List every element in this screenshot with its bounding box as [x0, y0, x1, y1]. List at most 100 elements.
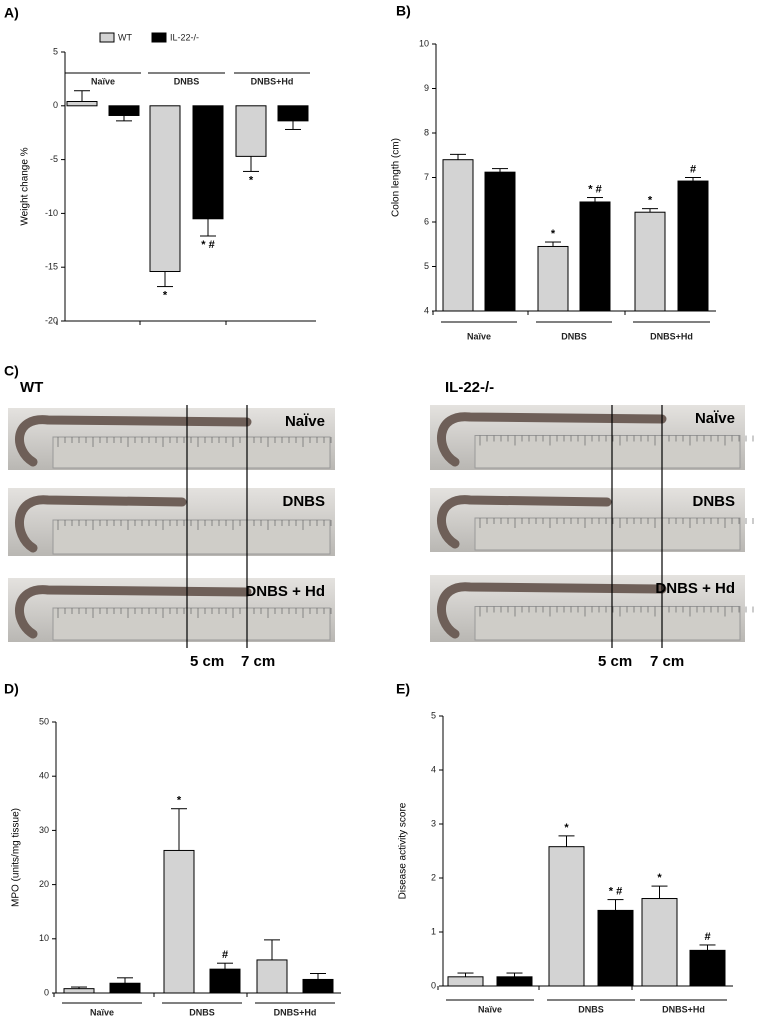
- y-tick-label: 3: [431, 818, 436, 828]
- x-tick-label: Naïve: [90, 1007, 114, 1017]
- group-title: WT: [20, 379, 43, 396]
- marker-label: 5 cm: [190, 653, 224, 670]
- colon: [15, 495, 187, 553]
- panel-label: B): [396, 3, 411, 19]
- bar: [108, 105, 140, 116]
- bar: [537, 245, 569, 312]
- ruler: [52, 436, 331, 469]
- colon: [437, 495, 612, 549]
- bar: [192, 105, 224, 220]
- legend-swatch: [99, 32, 115, 43]
- legend-label: WT: [118, 32, 132, 42]
- error-bar: [264, 939, 280, 960]
- x-tick-label: DNBS+Hd: [662, 1004, 705, 1014]
- significance: *: [657, 872, 662, 884]
- error-bar: [74, 90, 90, 102]
- y-tick-label: -15: [45, 262, 58, 272]
- significance: * #: [609, 886, 622, 898]
- y-tick-label: 5: [53, 46, 58, 56]
- y-tick-label: 0: [44, 987, 49, 997]
- error-bar: [71, 986, 87, 989]
- y-tick-label: 5: [431, 710, 436, 720]
- error-bar: [699, 944, 716, 951]
- marker-label: 5 cm: [598, 653, 632, 670]
- error-bar: [685, 177, 701, 182]
- colon: [437, 412, 667, 467]
- error-bar: [450, 153, 466, 160]
- row-label: NaÏve: [695, 410, 735, 427]
- legend-swatch: [151, 32, 167, 43]
- x-tick-label: DNBS+Hd: [274, 1007, 317, 1017]
- bar: [277, 105, 309, 122]
- significance: *: [551, 228, 556, 240]
- bar: [597, 909, 634, 987]
- panel-label: E): [396, 681, 410, 697]
- error-bar: [217, 962, 233, 970]
- x-tick-label: Naïve: [467, 331, 491, 341]
- bar: [496, 976, 533, 987]
- x-tick-label: DNBS+Hd: [650, 331, 693, 341]
- bar: [689, 949, 726, 987]
- ruler: [52, 519, 331, 555]
- bar: [209, 968, 241, 994]
- ruler: [52, 607, 331, 641]
- bar: [256, 959, 288, 994]
- bar: [447, 976, 484, 987]
- row-label: DNBS + Hd: [655, 580, 735, 597]
- significance: *: [249, 174, 254, 186]
- bar: [63, 988, 95, 994]
- x-tick-label: DNBS: [561, 331, 587, 341]
- x-tick-label: DNBS: [174, 76, 200, 86]
- y-tick-label: 1: [431, 926, 436, 936]
- bar: [634, 211, 666, 312]
- error-bar: [243, 156, 259, 172]
- error-bar: [607, 899, 624, 911]
- y-tick-label: 50: [39, 716, 49, 726]
- y-tick-label: 40: [39, 771, 49, 781]
- error-bar: [506, 972, 523, 977]
- error-bar: [651, 885, 668, 899]
- significance: #: [704, 931, 710, 943]
- y-axis-label: Disease activity score: [398, 802, 409, 899]
- error-bar: [200, 218, 216, 237]
- group-title: IL-22-/-: [445, 379, 494, 396]
- error-bar: [558, 835, 575, 847]
- error-bar: [157, 271, 173, 288]
- y-tick-label: 7: [424, 172, 429, 182]
- row-label: DNBS: [692, 493, 735, 510]
- ruler: [474, 517, 741, 551]
- error-bar: [117, 977, 133, 984]
- y-tick-label: 10: [419, 38, 429, 48]
- y-tick-label: 4: [431, 764, 436, 774]
- error-bar: [171, 808, 187, 851]
- y-tick-label: -20: [45, 315, 58, 325]
- y-axis-label: MPO (units/mg tissue): [11, 808, 22, 907]
- y-tick-label: 0: [431, 980, 436, 990]
- bar: [442, 159, 474, 312]
- error-bar: [587, 197, 603, 202]
- y-tick-label: 8: [424, 127, 429, 137]
- x-tick-label: DNBS: [578, 1004, 604, 1014]
- significance: #: [222, 949, 228, 961]
- bar: [579, 201, 611, 312]
- panel-label: D): [4, 681, 19, 697]
- y-tick-label: 20: [39, 879, 49, 889]
- significance: *: [564, 822, 569, 834]
- y-tick-label: 0: [53, 100, 58, 110]
- row-label: NaÏve: [285, 413, 325, 430]
- row-label: DNBS + Hd: [245, 583, 325, 600]
- y-tick-label: 9: [424, 83, 429, 93]
- ruler: [474, 606, 741, 641]
- ruler: [474, 435, 741, 469]
- error-bar: [545, 241, 561, 247]
- error-bar: [285, 120, 301, 130]
- error-bar: [457, 972, 474, 977]
- bar: [235, 105, 267, 157]
- x-tick-label: DNBS+Hd: [251, 76, 294, 86]
- bar: [66, 100, 98, 107]
- y-tick-label: -5: [50, 154, 58, 164]
- bar: [484, 171, 516, 312]
- x-tick-label: DNBS: [189, 1007, 215, 1017]
- significance: #: [690, 163, 696, 175]
